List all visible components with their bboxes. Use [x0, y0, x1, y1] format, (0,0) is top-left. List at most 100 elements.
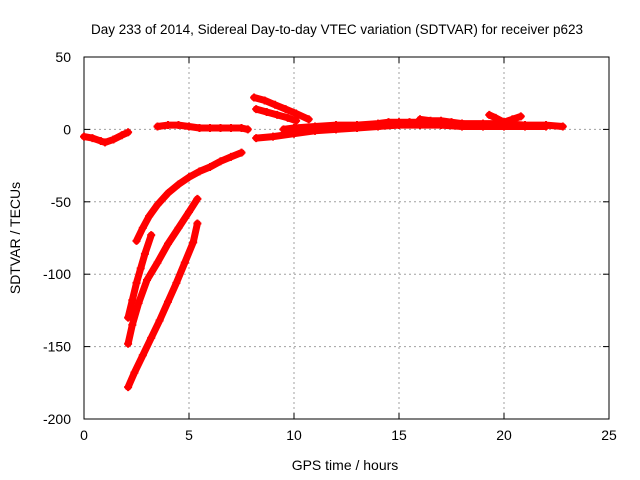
- data-point: [147, 231, 156, 240]
- data-point: [260, 96, 269, 105]
- series-arc-5: [124, 194, 202, 348]
- data-point: [290, 123, 298, 132]
- data-point: [405, 118, 414, 127]
- data-point: [174, 121, 183, 130]
- y-tick-label: 50: [55, 49, 71, 65]
- data-point: [500, 118, 508, 127]
- data-point: [101, 138, 109, 147]
- data-point: [485, 110, 494, 119]
- data-point: [437, 116, 445, 125]
- data-series: [80, 93, 567, 392]
- series-line: [124, 220, 201, 391]
- data-point: [447, 118, 456, 127]
- data-point: [185, 207, 193, 216]
- data-point: [491, 113, 500, 122]
- data-point: [164, 189, 172, 198]
- data-point: [189, 238, 198, 247]
- data-point: [416, 115, 424, 124]
- data-point: [206, 123, 214, 132]
- data-point: [164, 239, 172, 248]
- data-point: [250, 93, 259, 102]
- data-point: [227, 152, 235, 161]
- data-point: [80, 132, 88, 141]
- y-tick-label: -100: [43, 266, 71, 282]
- data-point: [195, 167, 204, 176]
- data-point: [132, 236, 141, 245]
- data-point: [145, 212, 154, 221]
- data-point: [174, 223, 183, 232]
- data-point: [153, 258, 162, 267]
- series-arc-13: [491, 112, 525, 130]
- series-arc-6: [124, 219, 202, 392]
- data-point: [193, 194, 202, 203]
- x-tick-label: 15: [391, 427, 407, 443]
- data-point: [395, 118, 403, 127]
- data-point: [117, 131, 126, 140]
- data-point: [128, 320, 137, 329]
- series-arc-3: [132, 148, 246, 245]
- data-point: [164, 297, 172, 306]
- data-point: [216, 157, 225, 166]
- data-point: [185, 173, 193, 182]
- data-point: [195, 123, 204, 132]
- x-tick-label: 5: [185, 427, 193, 443]
- data-point: [479, 122, 487, 131]
- data-point: [426, 116, 435, 125]
- y-tick-label: 0: [63, 121, 71, 137]
- data-point: [134, 299, 143, 308]
- y-tick-label: -50: [51, 194, 71, 210]
- chart-title: Day 233 of 2014, Sidereal Day-to-day VTE…: [91, 22, 583, 37]
- data-point: [138, 223, 147, 232]
- data-point: [174, 180, 183, 189]
- plot-frame: [83, 56, 610, 420]
- series-arc-1: [80, 128, 133, 147]
- data-point: [180, 258, 189, 267]
- data-point: [124, 383, 133, 392]
- data-point: [332, 121, 340, 130]
- data-point: [384, 118, 393, 127]
- series-arc-7: [250, 93, 313, 124]
- data-point: [292, 116, 301, 125]
- axis-ticks: 0 5 10 15 20 25 50 0 -50 -100 -150 -200: [43, 49, 617, 443]
- series-arc-2: [153, 121, 252, 134]
- data-point: [468, 121, 477, 130]
- data-point: [216, 123, 225, 132]
- data-point: [130, 368, 139, 377]
- data-point: [353, 121, 361, 130]
- data-point: [96, 136, 105, 145]
- data-point: [164, 121, 172, 130]
- data-point: [292, 109, 301, 118]
- data-point: [172, 278, 181, 287]
- data-point: [206, 163, 214, 172]
- y-tick-label: -200: [43, 411, 71, 427]
- data-point: [273, 110, 282, 119]
- x-tick-label: 20: [496, 427, 512, 443]
- series-arc-4: [124, 231, 156, 322]
- x-tick-label: 25: [601, 427, 617, 443]
- data-point: [138, 351, 147, 360]
- data-point: [279, 125, 288, 134]
- data-point: [132, 278, 141, 287]
- series-arc-11: [416, 115, 487, 131]
- data-point: [558, 122, 567, 131]
- data-point: [143, 275, 151, 284]
- data-point: [491, 121, 500, 130]
- data-point: [153, 122, 162, 131]
- series-line: [154, 121, 252, 133]
- data-point: [109, 135, 118, 144]
- data-point: [124, 339, 133, 348]
- data-point: [237, 123, 246, 132]
- data-point: [227, 123, 235, 132]
- x-axis-label: GPS time / hours: [292, 457, 399, 473]
- data-point: [155, 316, 164, 325]
- data-point: [185, 122, 193, 131]
- x-tick-label: 0: [80, 427, 88, 443]
- series-arc-8: [252, 105, 301, 125]
- data-point: [521, 121, 529, 130]
- data-point: [311, 122, 319, 131]
- data-point: [262, 108, 271, 117]
- x-tick-label: 10: [286, 427, 302, 443]
- data-point: [542, 121, 550, 130]
- data-point: [374, 119, 382, 128]
